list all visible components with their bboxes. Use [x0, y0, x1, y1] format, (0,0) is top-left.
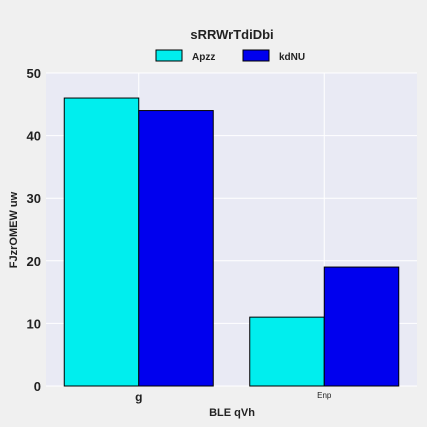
- bars: [63, 97, 400, 387]
- y-axis-title: FJzrOMEW uw: [8, 191, 20, 268]
- x-tick-label: g: [135, 390, 142, 404]
- legend-label-apzz: Apzz: [192, 52, 215, 63]
- y-axis-ticks: 0 10 20 30 40 50: [27, 66, 41, 394]
- bar-apzz-g: [63, 97, 140, 387]
- legend-label-kdnu: kdNU: [279, 52, 305, 63]
- bar-apzz-enp: [249, 316, 325, 387]
- x-axis-ticks: g Enp: [135, 390, 332, 404]
- legend: Apzz kdNU: [155, 49, 305, 63]
- x-tick-label: Enp: [317, 391, 332, 400]
- y-tick-label: 50: [27, 66, 41, 81]
- x-axis-title: BLE qVh: [209, 407, 255, 419]
- legend-swatch-kdnu: [242, 49, 270, 62]
- legend-swatch-apzz: [155, 49, 183, 62]
- y-tick-label: 0: [34, 379, 41, 394]
- y-tick-label: 10: [27, 316, 41, 331]
- y-tick-label: 20: [27, 254, 41, 269]
- y-tick-label: 30: [27, 191, 41, 206]
- bar-kdnu-enp: [323, 266, 400, 387]
- bar-kdnu-g: [138, 110, 214, 387]
- y-tick-label: 40: [27, 129, 41, 144]
- chart-title: sRRWrTdiDbi: [190, 27, 273, 42]
